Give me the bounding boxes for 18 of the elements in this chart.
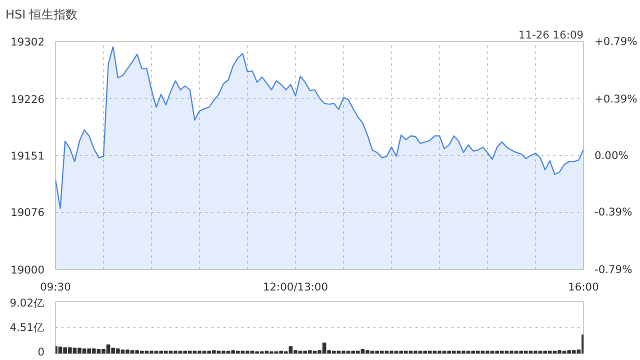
y-tick-label: 19302 bbox=[10, 36, 45, 48]
y-tick-label: 19226 bbox=[10, 92, 45, 106]
y2-tick-label: -0.79% bbox=[594, 263, 632, 276]
y-tick-label: 0 bbox=[38, 346, 45, 358]
y2-tick-label: +0.79% bbox=[594, 35, 638, 48]
y-tick-label: 19151 bbox=[10, 150, 45, 162]
x-tick-label: 12:00/13:00 bbox=[262, 280, 328, 294]
y2-tick-label: +0.39% bbox=[594, 92, 638, 106]
y-tick-label: 4.51亿 bbox=[10, 321, 45, 334]
y2-tick-label: 0.00% bbox=[594, 149, 628, 162]
y-tick-label: 19000 bbox=[10, 264, 45, 276]
y2-tick-label: -0.39% bbox=[594, 205, 632, 218]
x-tick-label: 16:00 bbox=[568, 280, 600, 294]
y-tick-label: 19076 bbox=[10, 206, 45, 220]
chart-title: HSI 恒生指数 bbox=[6, 8, 78, 22]
annotation: 11-26 16:09 bbox=[518, 28, 584, 42]
x-tick-label: 09:30 bbox=[40, 280, 72, 294]
y-tick-label: 9.02亿 bbox=[10, 296, 45, 310]
